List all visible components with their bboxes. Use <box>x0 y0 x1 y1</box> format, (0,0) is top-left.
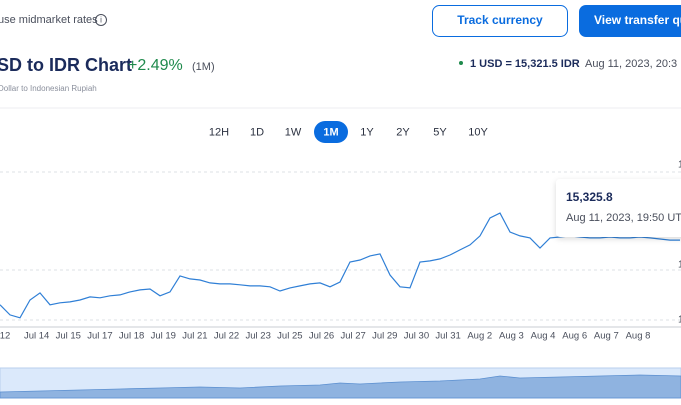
track-button-label: Track currency <box>457 13 543 27</box>
y-tick-label: 1 <box>678 260 681 271</box>
info-icon-glyph: i <box>100 16 102 25</box>
x-tick-label: Jul 29 <box>372 331 397 342</box>
x-tick-label: Jul 17 <box>87 331 112 342</box>
range-selected[interactable] <box>314 121 348 143</box>
x-tick-label: Aug 8 <box>626 331 651 342</box>
x-tick-label: 12 <box>0 331 10 342</box>
info-icon[interactable] <box>95 14 107 26</box>
plot: 12 Jul 14 Jul 15 Jul 17 Jul 18 Jul 19 Jul 21 Ju… <box>0 160 681 342</box>
x-tick-label: Jul 25 <box>277 331 302 342</box>
x-tick-label: Jul 15 <box>56 331 81 342</box>
live-dot <box>459 61 463 65</box>
x-tick-label: Aug 7 <box>594 331 619 342</box>
x-tick-label: Jul 18 <box>119 331 144 342</box>
range-button[interactable]: 12H <box>209 126 229 138</box>
tooltip: 15,325.8 Aug 11, 2023, 19:50 UT <box>556 179 681 237</box>
x-tick-label: Jul 27 <box>340 331 365 342</box>
tooltip-box <box>556 179 681 237</box>
x-tick-label: Jul 30 <box>404 331 429 342</box>
x-tick-label: Aug 3 <box>499 331 524 342</box>
tooltip-value: 15,325.8 <box>566 190 613 204</box>
change: +2.49% <box>128 57 183 74</box>
rate-time: Aug 11, 2023, 20:3 <box>585 58 677 70</box>
x-tick-label: Jul 22 <box>214 331 239 342</box>
x-tick-label: Aug 4 <box>531 331 556 342</box>
x-tick-label: Aug 2 <box>467 331 492 342</box>
y-tick-label: 1 <box>678 160 681 171</box>
track-button[interactable] <box>432 5 568 37</box>
subtitle: Dollar to Indonesian Rupiah <box>0 84 97 93</box>
range-button[interactable]: 10Y <box>468 126 488 138</box>
transfer-button-label: View transfer qu <box>594 13 681 27</box>
y-tick-label: 1 <box>678 315 681 326</box>
range-button[interactable]: 2Y <box>396 126 410 138</box>
transfer-button[interactable] <box>579 5 681 37</box>
period: (1M) <box>192 61 215 73</box>
chart-title: SD to IDR Chart <box>0 55 132 75</box>
range-button[interactable]: 1D <box>250 126 264 138</box>
x-tick-label: Jul 23 <box>246 331 271 342</box>
rate-note: use midmarket rates <box>0 14 98 26</box>
x-tick-label: Jul 31 <box>435 331 460 342</box>
x-tick-label: Jul 26 <box>309 331 334 342</box>
rate: 1 USD = 15,321.5 IDR <box>470 58 580 70</box>
x-tick-label: Jul 19 <box>151 331 176 342</box>
tooltip-time: Aug 11, 2023, 19:50 UT <box>566 212 681 224</box>
x-tick-label: Aug 6 <box>562 331 587 342</box>
x-tick-label: Jul 14 <box>24 331 49 342</box>
range-button[interactable]: 1W <box>285 126 302 138</box>
x-tick-label: Jul 21 <box>182 331 207 342</box>
range-button[interactable]: 1M <box>323 126 338 138</box>
range-button[interactable]: 1Y <box>360 126 374 138</box>
range-selector: 12H 1D 1W 1M 1Y 2Y 5Y 10Y <box>209 121 488 143</box>
range-button[interactable]: 5Y <box>433 126 447 138</box>
navigator-area <box>0 374 681 399</box>
